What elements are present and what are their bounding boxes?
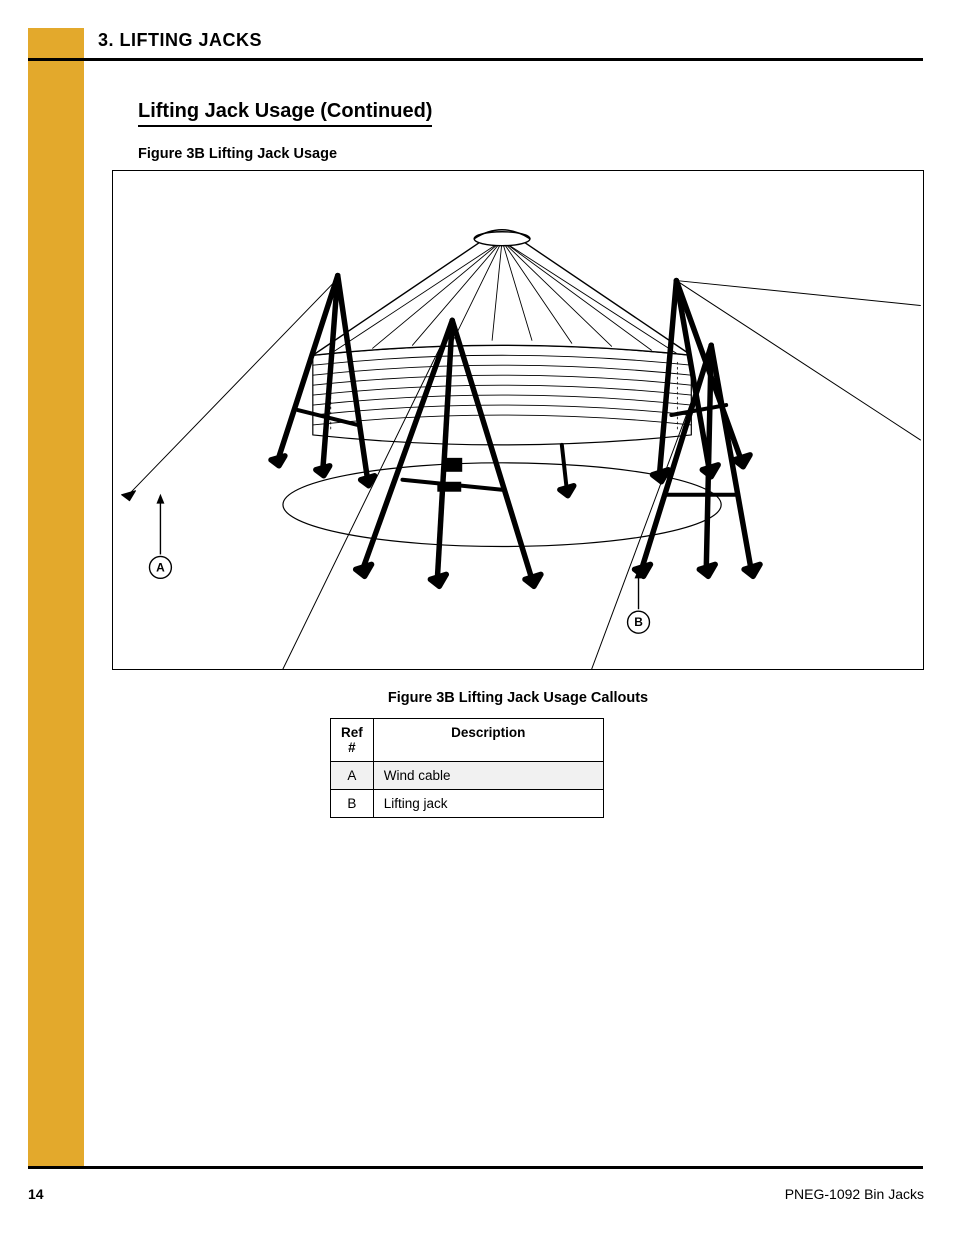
table-row: B Lifting jack <box>331 790 604 818</box>
section-title: Lifting Jack Usage (Continued) <box>138 100 432 127</box>
figure-box: A B <box>112 170 924 670</box>
footer-rule <box>28 1166 923 1169</box>
callout-table: Ref # Description A Wind cable B Lifting… <box>330 718 604 818</box>
callout-a: A <box>149 494 171 579</box>
callout-ref: A <box>331 762 374 790</box>
callout-ref: B <box>331 790 374 818</box>
callout-table-header-desc: Description <box>373 719 603 762</box>
callout-b-label: B <box>634 615 643 629</box>
callouts-heading: Figure 3B Lifting Jack Usage Callouts <box>112 690 924 706</box>
lifting-jack-diagram: A B <box>113 171 923 669</box>
callout-table-header-ref: Ref # <box>331 719 374 762</box>
callout-a-label: A <box>156 560 165 574</box>
header-rule <box>28 58 923 61</box>
page-number: 14 <box>28 1186 44 1202</box>
figure-title: Figure 3B Lifting Jack Usage <box>138 146 337 162</box>
table-row: A Wind cable <box>331 762 604 790</box>
callout-desc: Wind cable <box>373 762 603 790</box>
left-accent-bar <box>28 28 84 1166</box>
callout-desc: Lifting jack <box>373 790 603 818</box>
document-id: PNEG-1092 Bin Jacks <box>785 1186 924 1202</box>
callout-b: B <box>628 568 650 633</box>
chapter-heading: 3. LIFTING JACKS <box>98 30 262 51</box>
